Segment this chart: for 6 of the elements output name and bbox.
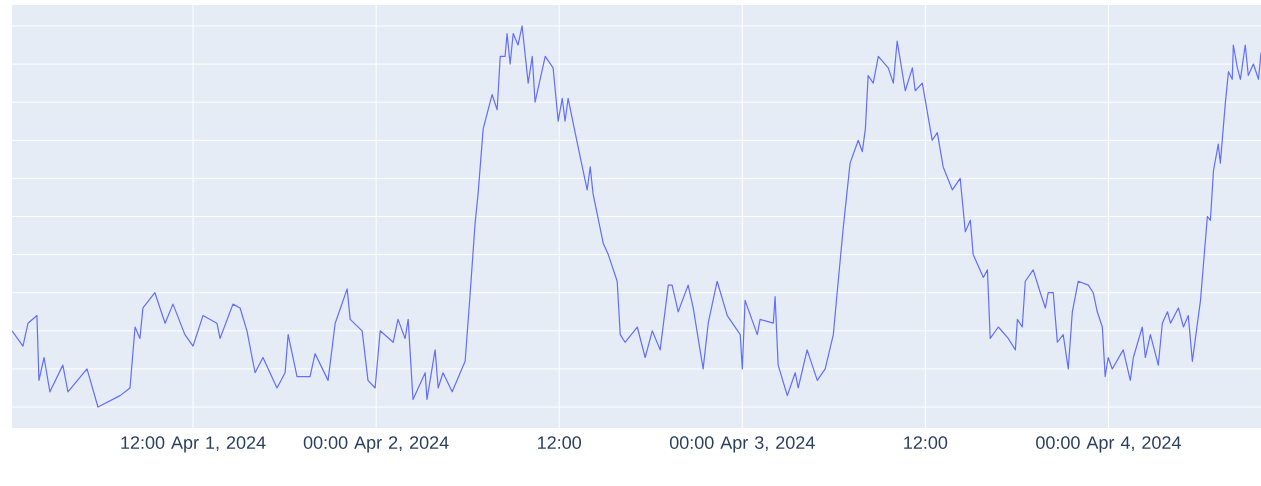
x-tick-label: 00:00 Apr 2, 2024 bbox=[303, 436, 449, 453]
x-tick-label: 12:00 Apr 1, 2024 bbox=[121, 436, 266, 453]
x-tick-label: 00:00 Apr 3, 2024 bbox=[669, 436, 815, 453]
x-tick-label: 12:00 bbox=[538, 436, 582, 449]
x-tick-label: 12:00 bbox=[904, 436, 948, 449]
x-tick-label: 00:00 Apr 4, 2024 bbox=[1036, 436, 1181, 453]
